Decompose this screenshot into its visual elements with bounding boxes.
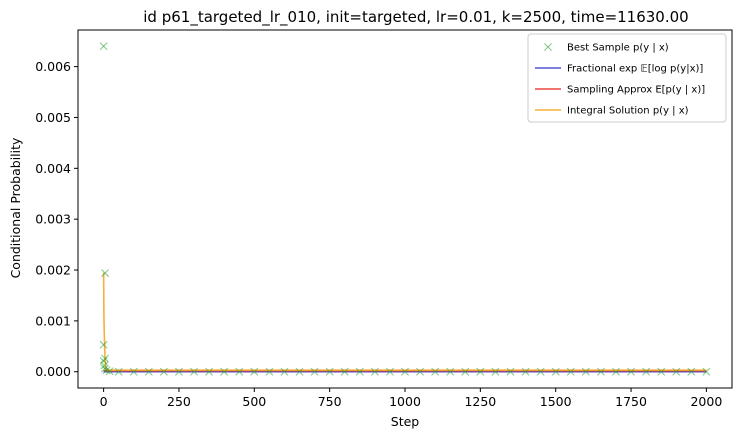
- x-tick-label: 1250: [464, 394, 496, 409]
- data-point-marker: [355, 367, 364, 376]
- data-point-marker: [235, 367, 244, 376]
- legend-label: Integral Solution p(y | x): [567, 106, 689, 117]
- data-point-marker: [370, 367, 379, 376]
- y-tick-label: 0.000: [35, 364, 71, 379]
- data-point-marker: [101, 269, 110, 278]
- data-point-marker: [491, 367, 500, 376]
- y-tick-label: 0.001: [35, 313, 71, 328]
- legend-entry: Integral Solution p(y | x): [535, 106, 689, 117]
- data-point-marker: [295, 367, 304, 376]
- data-point-marker: [99, 340, 108, 349]
- data-point-marker: [401, 367, 409, 376]
- legend: Best Sample p(y | x) Fractional exp 𝔼[log…: [527, 33, 727, 123]
- data-point-marker: [250, 367, 259, 376]
- data-point-marker: [265, 367, 274, 376]
- y-axis-ticks: 0.000 0.001 0.002 0.003 0.004 0.005 0.006: [35, 59, 78, 379]
- data-point-marker: [596, 367, 605, 376]
- data-point-marker: [220, 367, 229, 376]
- data-point-marker: [114, 367, 123, 376]
- data-point-marker: [702, 367, 711, 376]
- legend-label: Best Sample p(y | x): [567, 43, 669, 54]
- data-point-marker: [521, 367, 530, 376]
- legend-box: [527, 33, 727, 123]
- legend-label: Sampling Approx E[p(y | x)]: [567, 85, 705, 96]
- series-layer: [99, 42, 711, 376]
- plot-frame: [77, 29, 733, 389]
- data-point-marker: [672, 367, 681, 376]
- y-tick-label: 0.005: [35, 110, 71, 125]
- legend-entry: Best Sample p(y | x): [544, 43, 669, 54]
- x-axis-label: Step: [391, 414, 420, 429]
- x-tick-label: 1750: [615, 394, 647, 409]
- data-point-marker: [105, 367, 114, 376]
- x-tick-label: 1500: [540, 394, 572, 409]
- chart-title: id p61_targeted_lr_010, init=targeted, l…: [143, 8, 688, 27]
- data-point-marker: [159, 367, 168, 376]
- x-axis-ticks: 0 250 500 750 1000 1250 1500 1750 2000: [100, 388, 722, 409]
- data-point-marker: [566, 367, 575, 376]
- data-point-marker: [536, 367, 545, 376]
- x-tick-label: 1000: [389, 394, 421, 409]
- data-point-marker: [611, 367, 620, 376]
- x-tick-label: 0: [100, 394, 108, 409]
- x-tick-label: 250: [167, 394, 191, 409]
- data-point-marker: [627, 367, 636, 376]
- y-tick-label: 0.003: [35, 212, 71, 227]
- data-point-marker: [431, 367, 440, 376]
- x-tick-label: 750: [318, 394, 342, 409]
- data-point-marker: [687, 367, 696, 376]
- legend-swatch: [544, 43, 552, 51]
- x-tick-label: 2000: [690, 394, 722, 409]
- legend-entry: Sampling Approx E[p(y | x)]: [535, 85, 705, 96]
- data-point-marker: [144, 367, 153, 376]
- data-point-marker: [99, 42, 108, 51]
- y-tick-label: 0.006: [35, 59, 71, 74]
- data-point-marker: [657, 367, 666, 376]
- data-point-marker: [551, 367, 560, 376]
- y-tick-label: 0.004: [35, 161, 71, 176]
- data-point-marker: [205, 367, 214, 376]
- legend-entry: Fractional exp 𝔼[log p(y|x)]: [535, 64, 703, 75]
- data-point-marker: [340, 367, 349, 376]
- data-point-marker: [310, 367, 319, 376]
- data-point-marker: [416, 367, 425, 376]
- data-point-marker: [129, 367, 138, 376]
- data-point-marker: [476, 367, 485, 376]
- data-point-marker: [446, 367, 455, 376]
- data-point-marker: [280, 367, 289, 376]
- y-axis-label: Conditional Probability: [8, 137, 23, 278]
- data-point-marker: [174, 367, 183, 376]
- x-tick-label: 500: [242, 394, 266, 409]
- data-point-marker: [385, 367, 394, 376]
- series-line-3: [102, 272, 707, 371]
- y-tick-label: 0.002: [35, 263, 71, 278]
- data-point-marker: [642, 367, 651, 376]
- data-point-marker: [325, 367, 334, 376]
- legend-label: Fractional exp 𝔼[log p(y|x)]: [567, 64, 703, 75]
- data-point-marker: [581, 367, 590, 376]
- data-point-marker: [190, 367, 199, 376]
- data-point-marker: [461, 367, 470, 376]
- data-point-marker: [506, 367, 515, 376]
